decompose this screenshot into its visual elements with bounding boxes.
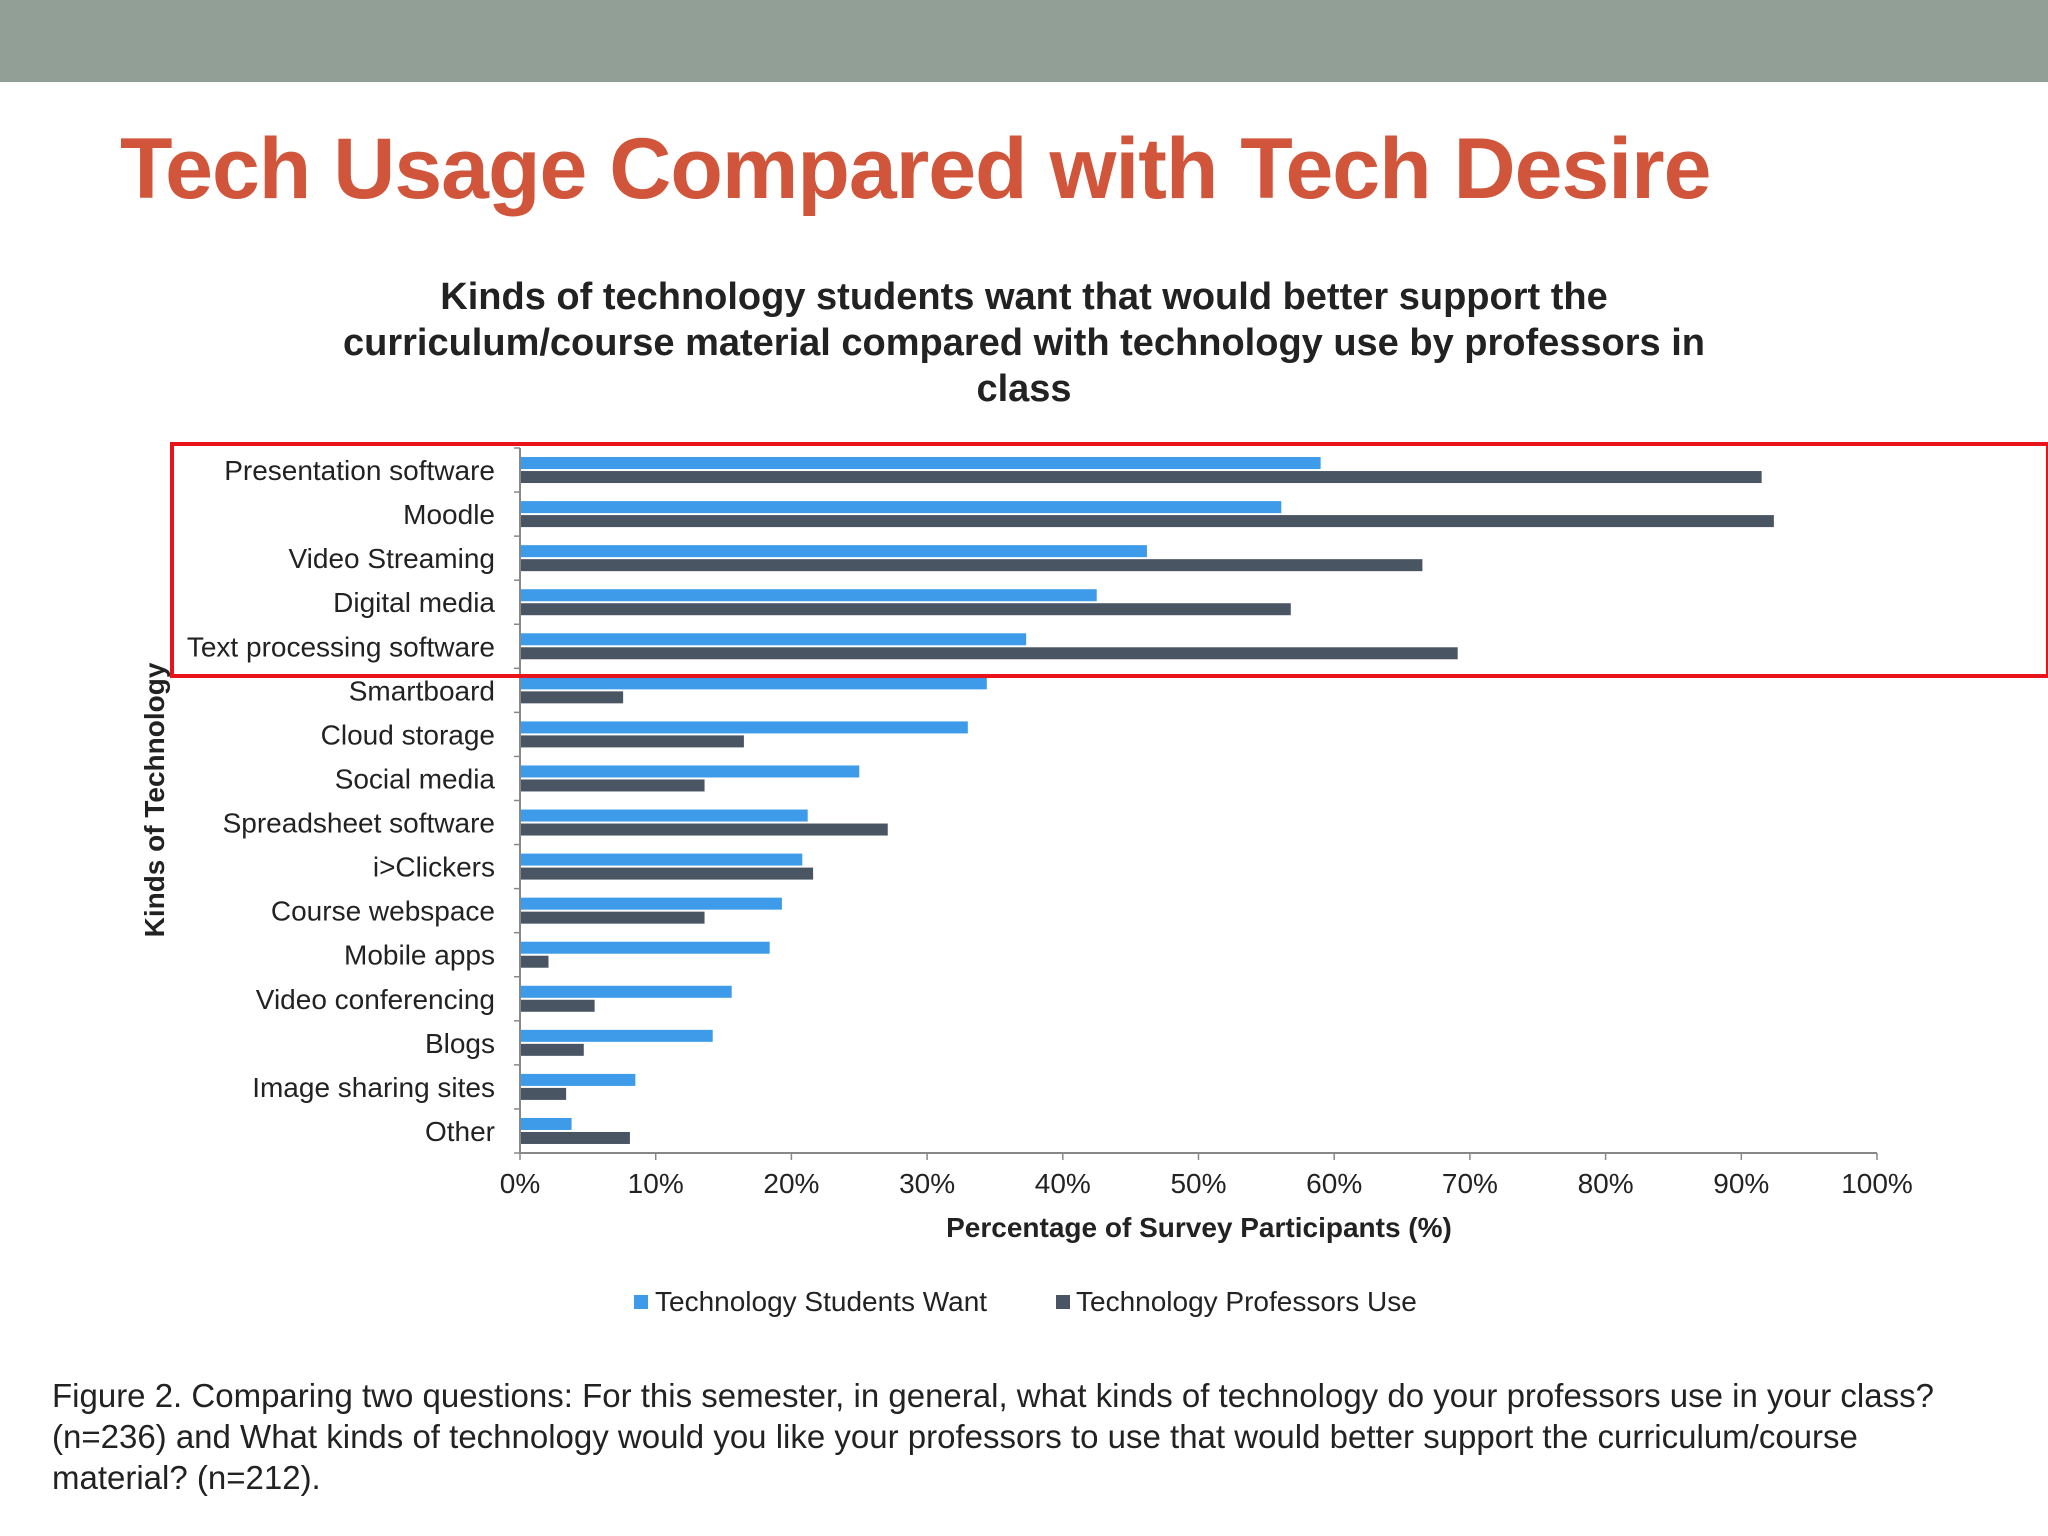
bar-professors-use-image-sharing-sites [520,1087,567,1100]
highlight-box [170,442,2048,678]
bar-professors-use-text-processing-software [520,647,1458,660]
bar-students-want-cloud-storage [520,721,968,734]
bar-students-want-video-streaming [520,545,1147,558]
legend-swatch-technology-professors-use [1056,1295,1070,1309]
bar-professors-use-spreadsheet-software [520,823,888,836]
bar-professors-use-presentation-software [520,471,1762,484]
bar-students-want-image-sharing-sites [520,1073,636,1086]
bar-students-want-presentation-software [520,457,1321,470]
bar-professors-use-course-webspace [520,911,705,924]
bar-students-want-other [520,1117,572,1130]
bar-professors-use-mobile-apps [520,955,549,968]
category-label: Image sharing sites [252,1072,495,1103]
chart-title-line-3: class [976,368,1071,410]
figure-caption: Figure 2. Comparing two questions: For t… [52,1377,1934,1496]
x-axis-title: Percentage of Survey Participants (%) [946,1212,1452,1243]
bar-students-want-blogs [520,1029,713,1042]
legend: Technology Students Want Technology Profe… [634,1286,1417,1317]
legend-swatch-technology-students-want [634,1295,648,1309]
bar-students-want-mobile-apps [520,941,770,954]
category-label: Smartboard [349,675,495,706]
category-label: Cloud storage [321,719,495,750]
x-tick-label: 0% [500,1168,540,1199]
category-label: Moodle [403,499,495,530]
bar-students-want-text-processing-software [520,633,1027,646]
x-tick-label: 10% [628,1168,684,1199]
category-label: Mobile apps [344,940,495,971]
x-tick-label: 40% [1035,1168,1091,1199]
x-tick-label: 100% [1841,1168,1913,1199]
category-label: Blogs [425,1028,495,1059]
bar-students-want-course-webspace [520,897,782,910]
bar-professors-use-digital-media [520,603,1291,616]
category-label: Presentation software [224,455,495,486]
chart-title-line-1: Kinds of technology students want that w… [440,276,1607,318]
bar-professors-use-social-media [520,779,705,792]
bar-chart: Kinds of technology students want that w… [139,276,2048,1317]
bar-students-want-smartboard [520,677,987,690]
bar-professors-use-video-conferencing [520,999,595,1012]
x-tick-label: 20% [763,1168,819,1199]
top-band [0,0,2048,82]
bar-students-want-social-media [520,765,860,778]
category-label: Social media [335,763,496,794]
legend-label-technology-professors-use: Technology Professors Use [1076,1286,1417,1317]
y-axis-title: Kinds of Technology [139,662,170,937]
bar-students-want-video-conferencing [520,985,732,998]
bar-students-want-moodle [520,501,1282,514]
x-tick-label: 80% [1578,1168,1634,1199]
category-label: Video Streaming [289,543,496,574]
bar-professors-use-cloud-storage [520,735,744,748]
category-label: i>Clickers [373,852,495,883]
category-label: Digital media [333,587,495,618]
x-tick-label: 90% [1713,1168,1769,1199]
bar-professors-use-other [520,1131,630,1144]
bar-professors-use-video-streaming [520,559,1423,572]
bar-students-want-digital-media [520,589,1097,602]
chart-title-line-2: curriculum/course material compared with… [343,322,1705,364]
x-tick-label: 60% [1306,1168,1362,1199]
bar-professors-use-blogs [520,1043,584,1056]
x-tick-label: 30% [899,1168,955,1199]
bar-professors-use-i-clickers [520,867,814,880]
x-tick-label: 70% [1442,1168,1498,1199]
category-label: Other [425,1116,495,1147]
slide-title: Tech Usage Compared with Tech Desire [120,121,1711,217]
category-label: Spreadsheet software [223,808,495,839]
category-label: Course webspace [271,896,495,927]
category-label: Text processing software [187,631,495,662]
category-label: Video conferencing [256,984,495,1015]
bar-professors-use-smartboard [520,691,624,704]
x-tick-label: 50% [1170,1168,1226,1199]
bar-students-want-spreadsheet-software [520,809,808,822]
bar-students-want-i-clickers [520,853,803,866]
bar-professors-use-moodle [520,515,1774,528]
plot-area: Presentation software Moodle Video Streami… [187,447,1913,1199]
legend-label-technology-students-want: Technology Students Want [655,1286,987,1317]
